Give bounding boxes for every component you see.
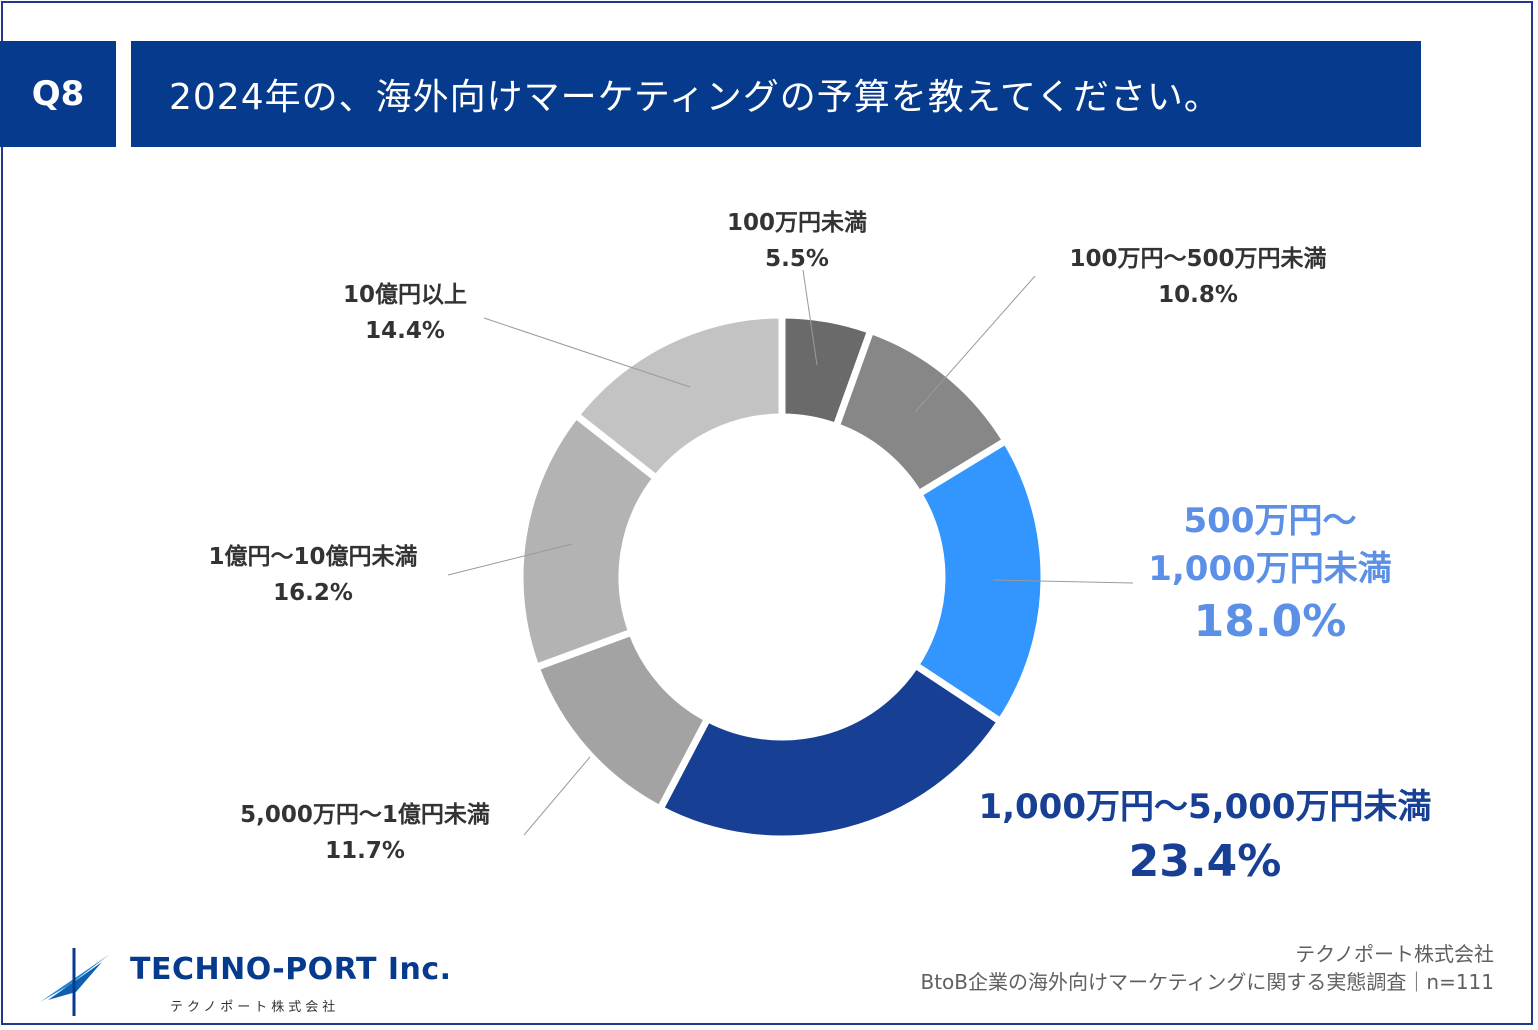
leader-lines xyxy=(447,269,1134,836)
leader-line-7 xyxy=(483,317,691,388)
question-title: 2024年の、海外向けマーケティングの予算を教えてください。 xyxy=(131,41,1421,147)
leader-line-1 xyxy=(802,269,818,366)
slice-label-5-line-1: 5,000万円〜1億円未満 xyxy=(240,801,490,828)
footer-note: テクノポート株式会社 BtoB企業の海外向けマーケティングに関する実態調査｜n=… xyxy=(920,940,1494,996)
question-number-badge: Q8 xyxy=(0,41,116,147)
leader-line-2 xyxy=(914,275,1036,413)
donut-slice-4 xyxy=(655,660,1006,843)
slice-labels: 100万円未満 5.5% 100万円〜500万円未満 10.8% 500万円〜 1,000… xyxy=(208,210,1431,887)
slice-label-7-line-1: 10億円以上 xyxy=(343,281,467,308)
leader-line-3 xyxy=(992,579,1134,584)
techno-port-logo-icon xyxy=(40,948,110,1016)
donut-slice-7 xyxy=(571,311,786,484)
company-logo: TECHNO-PORT Inc. テクノポート株式会社 xyxy=(38,944,451,1020)
leader-line-6 xyxy=(447,543,573,576)
slice-label-6-line-1: 1億円〜10億円未満 xyxy=(208,543,417,570)
slice-value-2: 10.8% xyxy=(1158,282,1238,308)
slice-value-1: 5.5% xyxy=(765,246,829,272)
footer-company: テクノポート株式会社 xyxy=(1295,942,1494,966)
slice-value-3: 18.0% xyxy=(1194,596,1347,647)
footer-survey: BtoB企業の海外向けマーケティングに関する実態調査｜n=111 xyxy=(920,970,1494,994)
slice-label-3-line-2: 1,000万円未満 xyxy=(1148,549,1392,589)
leader-line-5 xyxy=(523,756,591,836)
logo-subtitle: テクノポート株式会社 xyxy=(170,1000,340,1015)
slice-value-4: 23.4% xyxy=(1129,836,1282,887)
slice-label-1-line-1: 100万円未満 xyxy=(727,210,867,236)
slice-label-2-line-1: 100万円〜500万円未満 xyxy=(1069,246,1326,272)
slice-value-7: 14.4% xyxy=(365,318,445,344)
slice-label-3-line-1: 500万円〜 xyxy=(1184,501,1357,541)
donut-slices xyxy=(516,311,1048,843)
slice-value-5: 11.7% xyxy=(325,838,405,864)
slice-value-6: 16.2% xyxy=(273,580,353,606)
logo-wordmark: TECHNO-PORT Inc. xyxy=(130,952,452,987)
slice-label-4-line-1: 1,000万円〜5,000万円未満 xyxy=(978,787,1431,827)
